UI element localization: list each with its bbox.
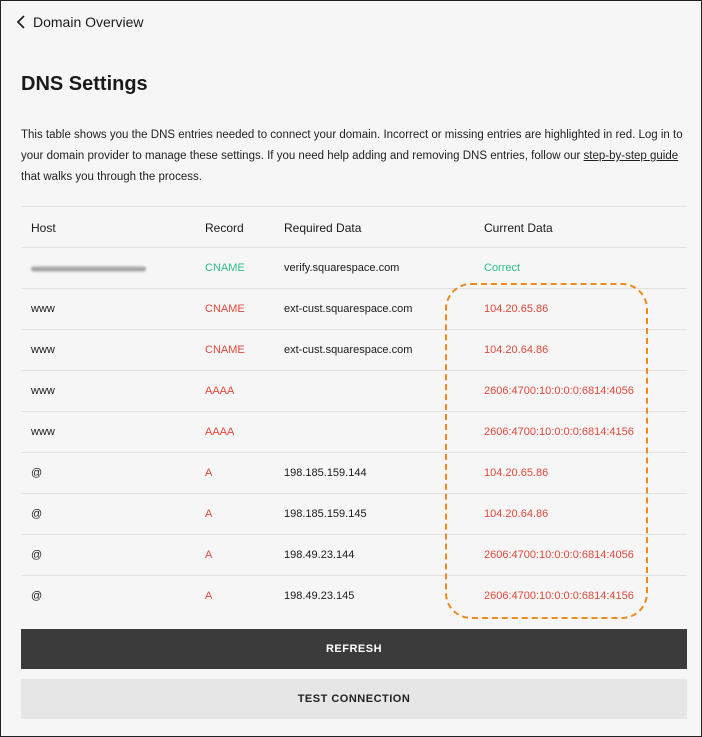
- record-cell: CNAME: [205, 303, 245, 315]
- header-required: Required Data: [284, 221, 362, 235]
- record-cell: A: [205, 549, 213, 561]
- table-row: @ A 198.49.23.144 2606:4700:10:0:0:0:6814…: [21, 534, 687, 575]
- host-cell: www: [31, 385, 55, 397]
- table-row: www AAAA 2606:4700:10:0:0:0:6814:4156: [21, 411, 687, 452]
- host-cell: @: [31, 549, 43, 561]
- refresh-button[interactable]: REFRESH: [21, 629, 687, 669]
- description-end: that walks you through the process.: [21, 171, 202, 183]
- record-cell: CNAME: [205, 262, 245, 274]
- current-cell: 104.20.65.86: [484, 303, 549, 315]
- header-record: Record: [205, 221, 244, 235]
- record-cell: AAAA: [205, 385, 235, 397]
- required-cell: 198.49.23.145: [284, 590, 355, 602]
- current-cell: 2606:4700:10:0:0:0:6814:4156: [484, 426, 634, 438]
- back-link[interactable]: Domain Overview: [15, 14, 143, 30]
- current-cell: Correct: [484, 262, 521, 274]
- back-label: Domain Overview: [33, 14, 144, 30]
- current-cell: 104.20.65.86: [484, 467, 549, 479]
- table-row: www CNAME ext-cust.squarespace.com 104.20…: [21, 329, 687, 370]
- header-current: Current Data: [484, 221, 553, 235]
- host-cell: www: [31, 426, 55, 438]
- chevron-left-icon: [16, 15, 25, 29]
- host-cell: @: [31, 467, 43, 479]
- record-cell: A: [205, 467, 213, 479]
- required-cell: verify.squarespace.com: [284, 262, 400, 274]
- required-cell: 198.49.23.144: [284, 549, 355, 561]
- record-cell: CNAME: [205, 344, 245, 356]
- host-cell: www: [31, 344, 55, 356]
- table-row: @ A 198.185.159.144 104.20.65.86: [21, 452, 687, 493]
- description-text: This table shows you the DNS entries nee…: [21, 129, 683, 162]
- current-cell: 2606:4700:10:0:0:0:6814:4056: [484, 385, 634, 397]
- table-row: www CNAME ext-cust.squarespace.com 104.20…: [21, 288, 687, 329]
- required-cell: 198.185.159.144: [284, 467, 367, 479]
- table-row: @ A 198.185.159.145 104.20.64.86: [21, 493, 687, 534]
- current-cell: 2606:4700:10:0:0:0:6814:4056: [484, 549, 634, 561]
- host-cell: @: [31, 590, 43, 602]
- record-cell: A: [205, 508, 213, 520]
- page-title: DNS Settings: [21, 73, 148, 95]
- host-cell: www: [31, 303, 55, 315]
- table-header: Host Record Required Data Current Data: [21, 206, 687, 247]
- current-cell: 2606:4700:10:0:0:0:6814:4156: [484, 590, 634, 602]
- table-row: @ A 198.49.23.145 2606:4700:10:0:0:0:6814…: [21, 575, 687, 616]
- required-cell: ext-cust.squarespace.com: [284, 344, 413, 356]
- table-row: www AAAA 2606:4700:10:0:0:0:6814:4056: [21, 370, 687, 411]
- required-cell: 198.185.159.145: [284, 508, 367, 520]
- page-description: This table shows you the DNS entries nee…: [21, 125, 686, 188]
- record-cell: AAAA: [205, 426, 235, 438]
- test-connection-button[interactable]: TEST CONNECTION: [21, 679, 687, 719]
- host-cell: @: [31, 508, 43, 520]
- record-cell: A: [205, 590, 213, 602]
- table-row: CNAME verify.squarespace.com Correct: [21, 247, 687, 288]
- current-cell: 104.20.64.86: [484, 344, 549, 356]
- required-cell: ext-cust.squarespace.com: [284, 303, 413, 315]
- guide-link[interactable]: step-by-step guide: [583, 150, 679, 162]
- host-redacted: [31, 266, 146, 272]
- header-host: Host: [31, 221, 56, 235]
- dns-table: Host Record Required Data Current Data C…: [21, 206, 687, 616]
- current-cell: 104.20.64.86: [484, 508, 549, 520]
